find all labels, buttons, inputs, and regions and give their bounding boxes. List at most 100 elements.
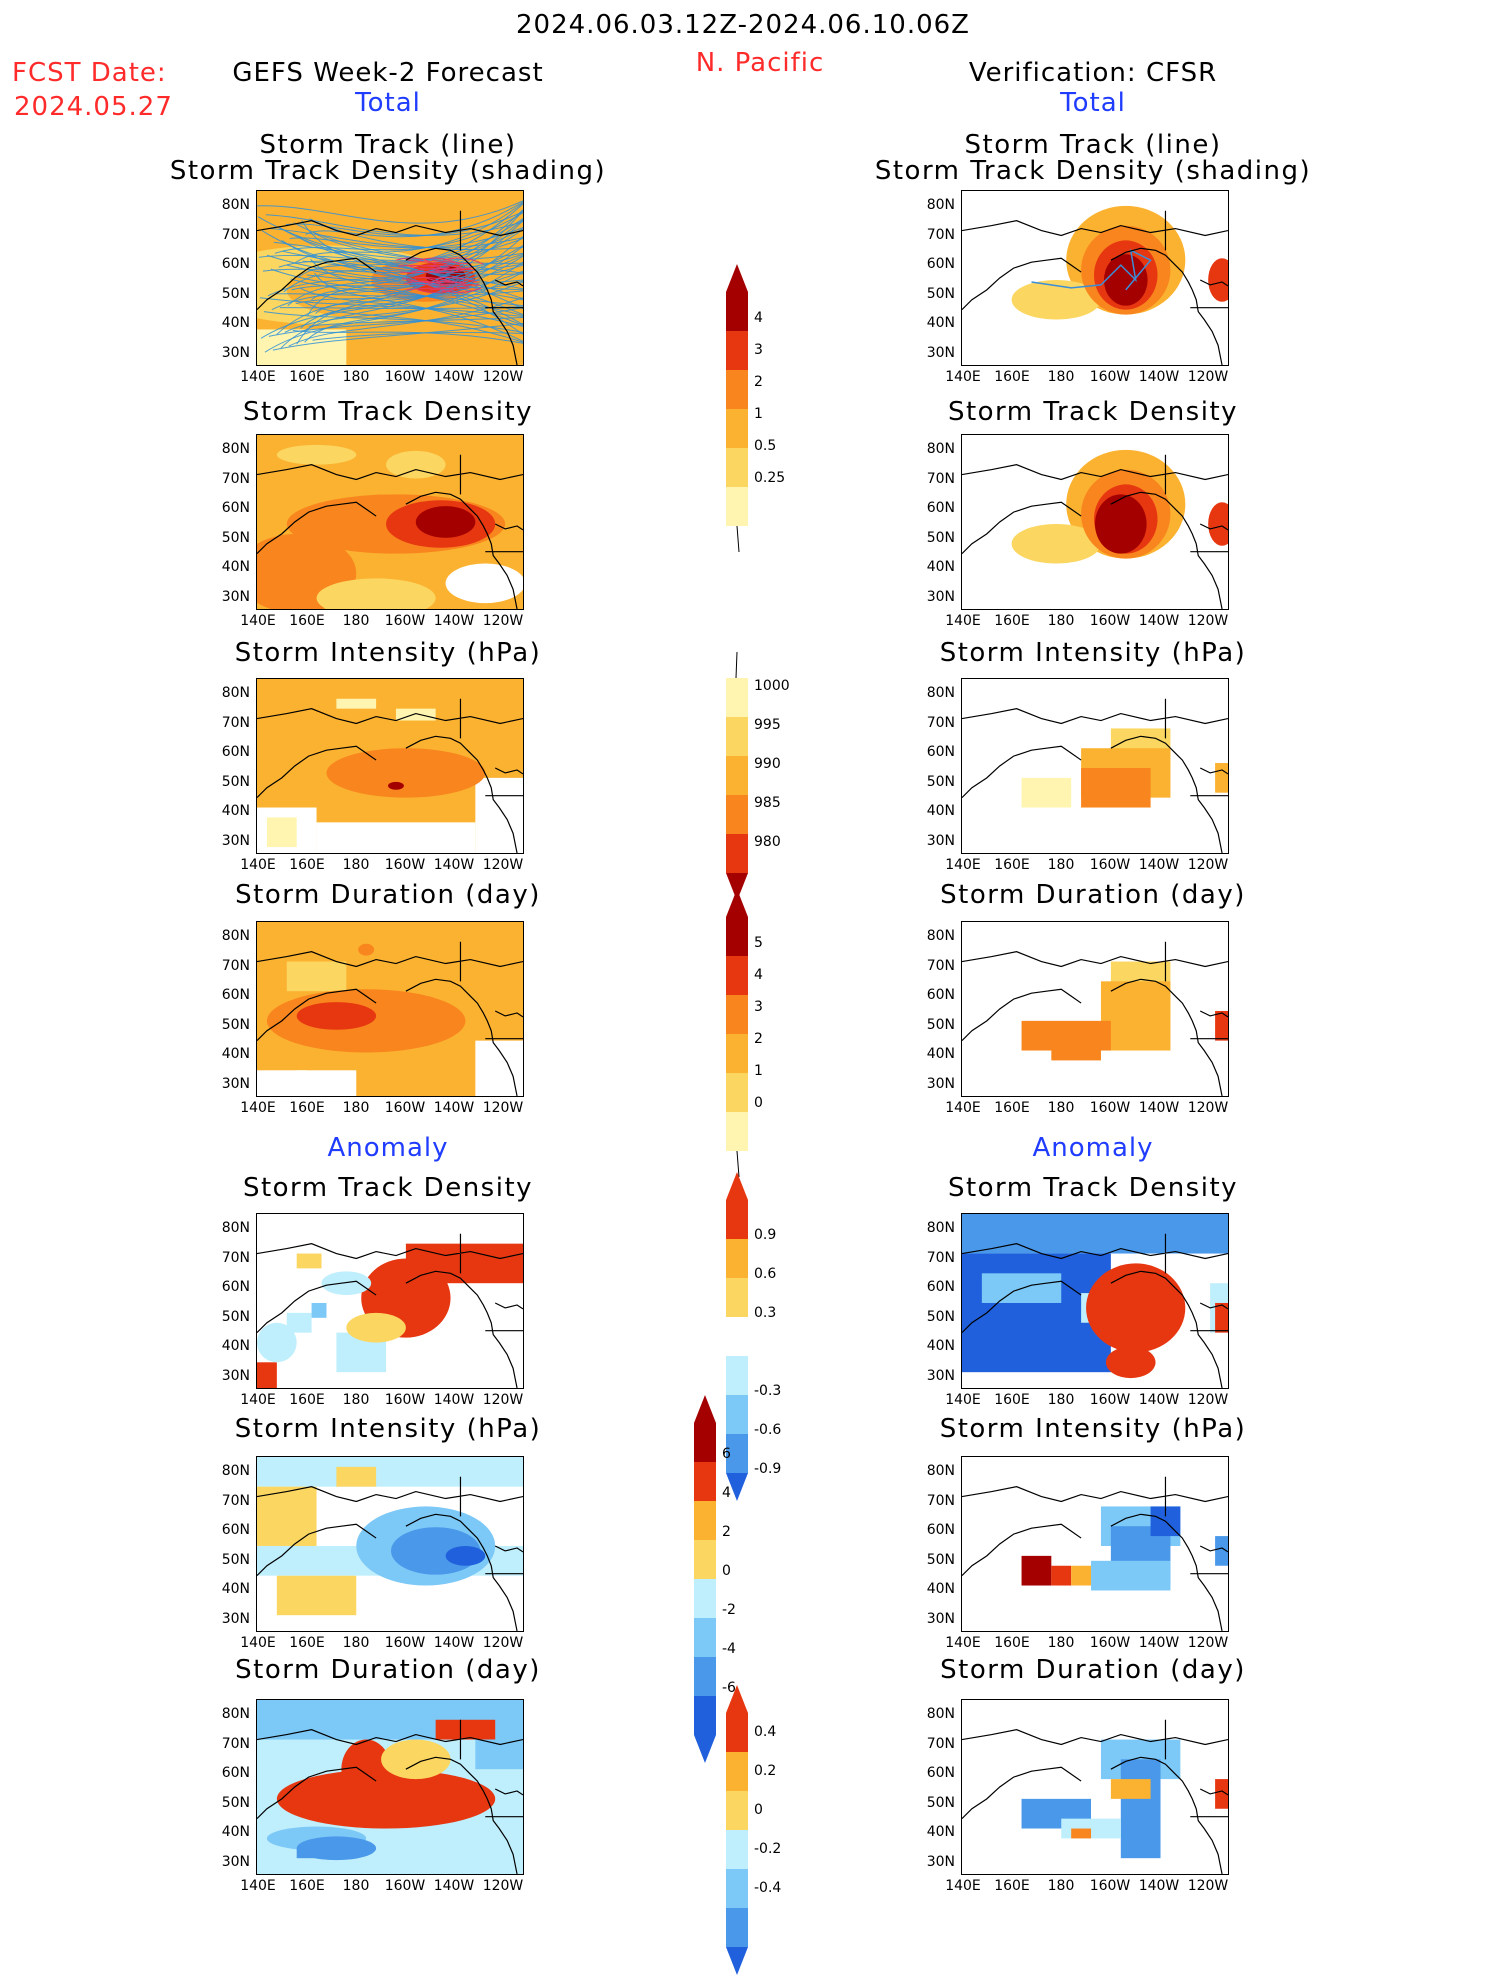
lon-tick-label: 140E <box>945 1635 981 1651</box>
lon-tick-label: 120W <box>482 1878 524 1894</box>
fcst-date-value: 2024.05.27 <box>14 92 173 122</box>
lon-tick-label: 160E <box>289 1100 325 1116</box>
gefs-anom-density-map <box>256 1213 524 1389</box>
lat-tick-label: 50N <box>221 1308 250 1325</box>
lat-tick-label: 50N <box>926 285 955 302</box>
lat-tick-label: 60N <box>221 1765 250 1781</box>
lon-tick-label: 160E <box>289 857 325 873</box>
lon-tick-label: 160W <box>384 1878 426 1894</box>
lon-tick-label: 160E <box>289 1878 325 1894</box>
region-title: N. Pacific <box>695 48 825 78</box>
lat-tick-label: 60N <box>221 500 250 516</box>
colorbar-tick-label: 1 <box>754 1062 763 1079</box>
left-total-label: Total <box>355 88 421 118</box>
colorbar-tick-label: -6 <box>722 1680 736 1696</box>
lon-tick-label: 160E <box>994 369 1030 385</box>
lat-tick-label: 30N <box>926 1367 955 1384</box>
lon-tick-label: 160E <box>289 1635 325 1651</box>
lat-tick-label: 30N <box>926 832 955 849</box>
lon-tick-label: 140E <box>240 1100 276 1116</box>
lon-tick-label: 180 <box>1047 1878 1075 1894</box>
lon-tick-label: 140W <box>433 613 475 629</box>
lon-tick-label: 180 <box>1047 1392 1075 1408</box>
lon-tick-label: 160E <box>994 1635 1030 1651</box>
right-anom-duration-title: Storm Duration (day) <box>940 1655 1246 1685</box>
lat-tick-label: 50N <box>221 1016 250 1033</box>
lon-tick-label: 120W <box>1187 613 1229 629</box>
left-anom-intensity-title: Storm Intensity (hPa) <box>234 1414 542 1444</box>
lon-tick-label: 140W <box>433 369 475 385</box>
colorbar-tick-label: -0.4 <box>754 1880 782 1896</box>
lat-tick-label: 60N <box>221 987 250 1003</box>
intensity-anom-colorbar <box>694 1395 716 1763</box>
lon-tick-label: 160W <box>384 857 426 873</box>
colorbar-tick-label: 0.6 <box>754 1266 777 1282</box>
lat-tick-label: 50N <box>926 1016 955 1033</box>
colorbar-tick-label: 0.2 <box>754 1763 777 1779</box>
panel-title-line2: Storm Track Density (shading) <box>874 156 1312 186</box>
lat-tick-label: 40N <box>221 1338 250 1354</box>
cfsr-anom-intensity-map <box>961 1456 1229 1632</box>
colorbar-tick-label: 2 <box>754 1030 763 1047</box>
lon-tick-label: 140W <box>433 1392 475 1408</box>
lat-tick-label: 50N <box>221 529 250 546</box>
colorbar-tick-label: 4 <box>754 966 763 983</box>
lon-tick-label: 160W <box>1089 613 1131 629</box>
lon-tick-label: 140W <box>433 1100 475 1116</box>
lon-tick-label: 120W <box>482 369 524 385</box>
lon-tick-label: 140E <box>240 1392 276 1408</box>
colorbar-tick-label: 4 <box>722 1485 731 1501</box>
lon-tick-label: 160E <box>289 1392 325 1408</box>
lon-tick-label: 120W <box>1187 857 1229 873</box>
density-total-colorbar <box>726 264 748 553</box>
lon-tick-label: 160E <box>994 1392 1030 1408</box>
panel-title-line2: Storm Track Density (shading) <box>169 156 607 186</box>
lat-tick-label: 60N <box>926 500 955 516</box>
colorbar-tick-label: -0.2 <box>754 1841 782 1857</box>
gefs-track-density-map <box>256 434 524 610</box>
lat-tick-label: 40N <box>221 315 250 331</box>
colorbar-tick-label: 3 <box>754 341 763 358</box>
lon-tick-label: 140E <box>945 1100 981 1116</box>
left-column-title: GEFS Week-2 Forecast <box>232 58 544 88</box>
lat-tick-label: 40N <box>926 1824 955 1840</box>
cfsr-duration-map <box>961 921 1229 1097</box>
lat-tick-label: 60N <box>926 987 955 1003</box>
lat-tick-label: 30N <box>221 344 250 361</box>
lon-tick-label: 140E <box>240 857 276 873</box>
gefs-anom-duration-map <box>256 1699 524 1875</box>
lat-tick-label: 60N <box>926 744 955 760</box>
lat-tick-label: 30N <box>221 1367 250 1384</box>
lat-tick-label: 80N <box>221 1463 250 1479</box>
lon-tick-label: 180 <box>1047 857 1075 873</box>
date-range-title: 2024.06.03.12Z-2024.06.10.06Z <box>516 10 970 40</box>
right-density-title: Storm Track Density <box>947 397 1239 427</box>
lat-tick-label: 70N <box>221 714 250 731</box>
lat-tick-label: 40N <box>926 803 955 819</box>
lon-tick-label: 120W <box>482 1100 524 1116</box>
right-track-line-title: Storm Track (line) Storm Track Density (… <box>853 132 1333 184</box>
lat-tick-label: 60N <box>221 744 250 760</box>
lon-tick-label: 140E <box>240 613 276 629</box>
colorbar-tick-label: -0.3 <box>754 1383 782 1399</box>
colorbar-tick-label: 0.3 <box>754 1305 777 1321</box>
lat-tick-label: 40N <box>221 803 250 819</box>
lon-tick-label: 180 <box>1047 1635 1075 1651</box>
lon-tick-label: 140E <box>945 369 981 385</box>
lat-tick-label: 40N <box>926 1046 955 1062</box>
left-anomaly-label: Anomaly <box>327 1133 449 1163</box>
lon-tick-label: 180 <box>342 1635 370 1651</box>
lat-tick-label: 50N <box>926 1308 955 1325</box>
colorbar-tick-label: 985 <box>754 795 781 811</box>
lat-tick-label: 30N <box>221 832 250 849</box>
lat-tick-label: 40N <box>926 315 955 331</box>
left-duration-title: Storm Duration (day) <box>235 880 541 910</box>
lat-tick-label: 70N <box>926 1492 955 1509</box>
lon-tick-label: 120W <box>1187 1878 1229 1894</box>
lat-tick-label: 60N <box>221 256 250 272</box>
right-duration-title: Storm Duration (day) <box>940 880 1246 910</box>
lon-tick-label: 140W <box>433 1635 475 1651</box>
lat-tick-label: 70N <box>926 226 955 243</box>
lon-tick-label: 140W <box>433 857 475 873</box>
lon-tick-label: 140W <box>1138 613 1180 629</box>
